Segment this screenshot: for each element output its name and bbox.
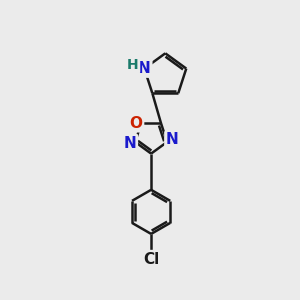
Text: O: O [130, 116, 142, 131]
Text: Cl: Cl [143, 252, 159, 267]
Text: N: N [166, 132, 179, 147]
Text: H: H [127, 58, 139, 72]
Text: N: N [124, 136, 136, 151]
Text: N: N [138, 61, 151, 76]
